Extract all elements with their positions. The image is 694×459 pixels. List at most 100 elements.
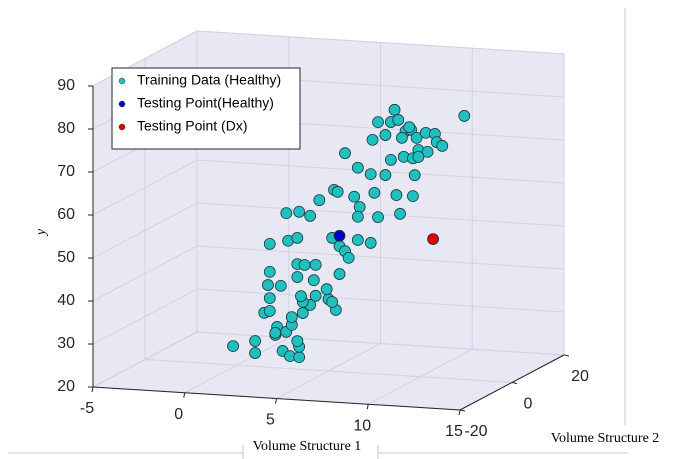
x-tick: [458, 409, 461, 416]
data-point: [249, 335, 262, 347]
data-point: [291, 271, 304, 283]
x-tick: [275, 398, 277, 404]
data-point: [372, 211, 384, 224]
data-point: [291, 335, 304, 347]
legend-label: Testing Point (Dx): [137, 118, 247, 134]
x-tick-label: 5: [266, 412, 275, 429]
legend-label: Training Data (Healthy): [137, 72, 281, 88]
data-point: [392, 114, 405, 126]
grid-line: [196, 288, 565, 313]
legend-marker: [118, 77, 126, 85]
data-point: [408, 169, 421, 182]
data-point: [379, 169, 392, 181]
z-tick: [563, 354, 570, 357]
legend-label: Testing Point(Healthy): [137, 95, 274, 111]
grid-line: [196, 245, 565, 270]
data-point: [249, 347, 262, 359]
data-point: [421, 145, 434, 158]
data-point: [263, 238, 276, 250]
data-point: [333, 268, 346, 280]
ticks: -5 0 5 10 15 -20 0 20 20 30 40 50 60 70 80 90: [57, 77, 589, 440]
grid-line: [196, 30, 565, 55]
data-point: [388, 103, 401, 116]
data-point: [309, 258, 322, 271]
data-point: [331, 185, 344, 198]
data-point: [342, 251, 355, 264]
z-tick: [511, 382, 518, 384]
y-tick-label: 60: [57, 206, 75, 223]
y-tick-label: 90: [57, 77, 75, 94]
y-tick-label: 20: [57, 378, 75, 395]
z-tick-label: -20: [464, 423, 487, 440]
data-point: [366, 133, 379, 146]
data-point: [379, 129, 392, 141]
data-point: [351, 234, 364, 246]
data-point: [394, 207, 406, 220]
legend: Training Data (Healthy) Testing Point(Hea…: [111, 67, 301, 150]
z-tick-label: 0: [524, 396, 533, 413]
data-point: [351, 161, 364, 174]
data-point: [407, 190, 419, 203]
points: [227, 103, 471, 364]
data-point: [326, 296, 339, 308]
grid-line: [196, 159, 565, 184]
grid-line: [92, 288, 198, 345]
data-point: [263, 305, 276, 317]
grid-line: [92, 331, 198, 388]
grid: [92, 30, 565, 411]
z-tick-label: 20: [571, 368, 589, 385]
data-point: [304, 210, 317, 222]
data-point: [280, 207, 293, 220]
data-point: [295, 290, 307, 303]
x-tick: [183, 392, 186, 398]
x-tick: [91, 386, 94, 393]
data-point: [458, 110, 471, 122]
data-point: [263, 292, 276, 304]
axis-line: [459, 354, 565, 411]
data-point: [285, 311, 298, 324]
data-point: [436, 140, 449, 152]
grid-line: [92, 30, 198, 87]
grid-line: [144, 359, 513, 383]
legend-box: [111, 67, 301, 150]
x-tick-label: -5: [80, 400, 94, 417]
grid-line: [92, 159, 198, 216]
data-point: [351, 210, 364, 223]
x-tick-label: 0: [174, 406, 183, 423]
data-point: [227, 340, 239, 353]
y-tick-label: 80: [57, 120, 75, 137]
z-axis-label: Volume Structure 2: [551, 431, 660, 446]
z-tick: [459, 409, 466, 412]
data-point: [364, 237, 377, 249]
data-point: [372, 116, 384, 129]
data-point: [291, 231, 304, 244]
data-point: [320, 283, 333, 296]
data-point: [353, 201, 366, 213]
data-point: [263, 265, 276, 278]
legend-marker: [118, 123, 126, 131]
data-point: [368, 186, 381, 199]
y-tick-label: 50: [57, 249, 75, 266]
data-point: [269, 326, 282, 339]
data-point: [262, 279, 274, 291]
data-point: [427, 233, 439, 245]
data-point: [293, 351, 306, 364]
data-point: [313, 194, 326, 207]
data-point: [309, 289, 322, 302]
y-tick-label: 70: [57, 163, 75, 180]
data-point: [333, 229, 346, 242]
x-axis-label: Volume Structure 1: [253, 439, 362, 454]
data-point: [339, 147, 351, 160]
axis-line: [92, 386, 461, 411]
data-point: [390, 189, 403, 201]
data-point: [395, 131, 408, 144]
x-tick-label: 15: [445, 423, 463, 440]
data-point: [293, 205, 306, 218]
data-point: [412, 151, 425, 163]
x-tick-label: 10: [353, 417, 371, 434]
data-point: [348, 190, 361, 203]
data-point: [384, 154, 397, 166]
x-tick: [366, 404, 369, 410]
grid-line: [92, 202, 198, 259]
